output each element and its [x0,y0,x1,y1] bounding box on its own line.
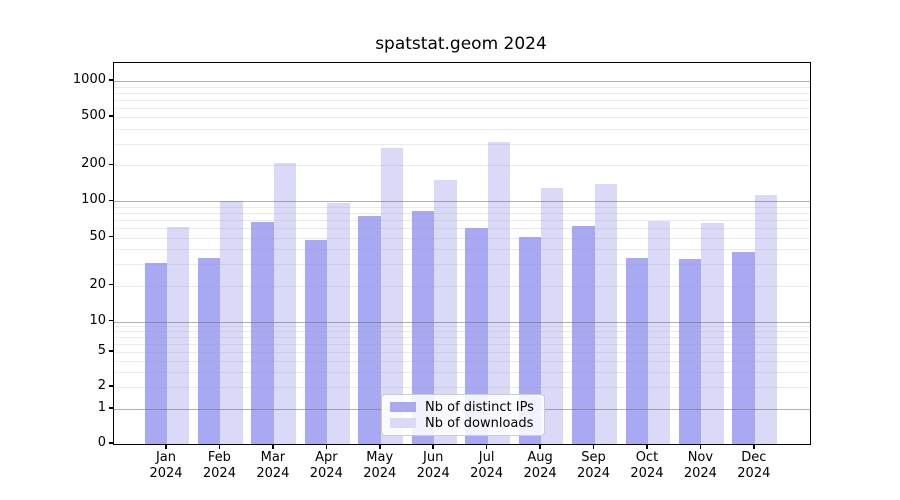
y-tick-label: 50 [89,228,106,244]
bar-ips-nov [679,259,702,444]
bar-downloads-oct [647,220,671,444]
legend-item-distinct-ips: Nb of distinct IPs [390,399,536,415]
bar-downloads-apr [327,203,350,444]
y-tick-label: 1 [97,400,106,415]
bar-ips-jun [411,210,435,444]
legend: Nb of distinct IPs Nb of downloads [381,394,545,436]
x-tick-label-nov: Nov 2024 [683,450,717,481]
y-tick [109,79,113,81]
gridline-minor [114,117,810,119]
y-tick [109,163,113,166]
x-tick [592,444,595,449]
bar-downloads-jul [487,142,511,444]
x-tick [272,444,274,449]
x-tick [432,444,434,449]
bar-ips-sep [572,226,595,444]
y-tick-label: 1000 [72,72,106,87]
gridline-minor [114,99,810,101]
gridline-minor [114,86,810,88]
plot-area: Nb of distinct IPs Nb of downloads [113,62,811,445]
y-tick-label: 0 [97,435,106,450]
bar-ips-apr [304,239,328,444]
y-tick-label: 2 [97,378,106,393]
x-tick-label-dec: Dec 2024 [737,450,771,481]
bar-downloads-aug [541,188,564,444]
gridline-minor [114,206,810,208]
x-tick [539,444,541,449]
x-tick-label-apr: Apr 2024 [309,450,343,481]
x-tick [485,444,488,449]
x-tick-label-jun: Jun 2024 [416,450,450,481]
x-tick [699,444,702,449]
bar-ips-jul [465,228,488,444]
gridline-minor [114,92,810,94]
y-tick-label: 10 [89,312,106,328]
legend-label-downloads: Nb of downloads [425,415,534,431]
bar-ips-aug [518,236,542,444]
legend-label-distinct-ips: Nb of distinct IPs [425,399,534,415]
x-tick [325,444,328,449]
gridline-minor [114,165,810,167]
legend-swatch-distinct-ips [390,402,416,412]
x-tick [165,444,167,449]
bar-ips-may [358,215,381,444]
gridline-minor [114,129,810,130]
y-tick-label: 100 [81,192,106,208]
y-tick [109,283,113,286]
gridline-major [114,201,810,203]
legend-swatch-downloads [390,418,416,428]
y-tick [109,350,113,352]
y-tick [109,407,113,409]
gridline-major [114,81,810,82]
legend-item-downloads: Nb of downloads [390,415,536,431]
bar-ips-oct [625,257,648,444]
x-tick [379,444,381,449]
bar-downloads-feb [220,200,243,444]
y-tick-label: 20 [89,276,106,292]
x-tick-label-sep: Sep 2024 [576,450,611,481]
x-tick-label-jul: Jul 2024 [470,450,504,481]
x-tick [753,444,755,449]
x-tick [646,444,648,449]
y-tick [109,115,113,117]
bar-ips-dec [732,251,755,444]
bar-ips-jan [144,262,167,444]
bar-downloads-sep [594,184,617,444]
x-tick-label-oct: Oct 2024 [630,450,664,481]
x-tick-label-feb: Feb 2024 [202,450,236,481]
y-tick [109,385,113,387]
gridline-minor [114,220,810,221]
bar-ips-mar [251,222,274,444]
y-tick-label: 200 [81,156,106,172]
gridline-minor [114,144,810,145]
y-tick [109,442,113,444]
x-tick [218,444,221,449]
y-tick [109,235,113,238]
y-tick-label: 500 [81,108,106,124]
x-tick-label-may: May 2024 [363,450,397,481]
gridline-minor [114,213,810,215]
bar-ips-feb [198,257,221,444]
bar-downloads-jun [434,179,457,444]
bar-downloads-may [380,148,404,444]
bar-downloads-nov [701,223,724,444]
bar-downloads-dec [754,194,778,444]
gridline-minor [114,107,810,109]
y-tick [109,319,113,322]
x-tick-label-mar: Mar 2024 [256,450,290,481]
y-tick-label: 5 [97,343,106,358]
chart-title: spatstat.geom 2024 [375,34,547,54]
x-tick-label-jan: Jan 2024 [149,450,183,481]
x-tick-label-aug: Aug 2024 [523,450,557,481]
bar-downloads-mar [273,163,297,444]
bar-downloads-jan [167,227,190,444]
y-tick [109,199,113,202]
